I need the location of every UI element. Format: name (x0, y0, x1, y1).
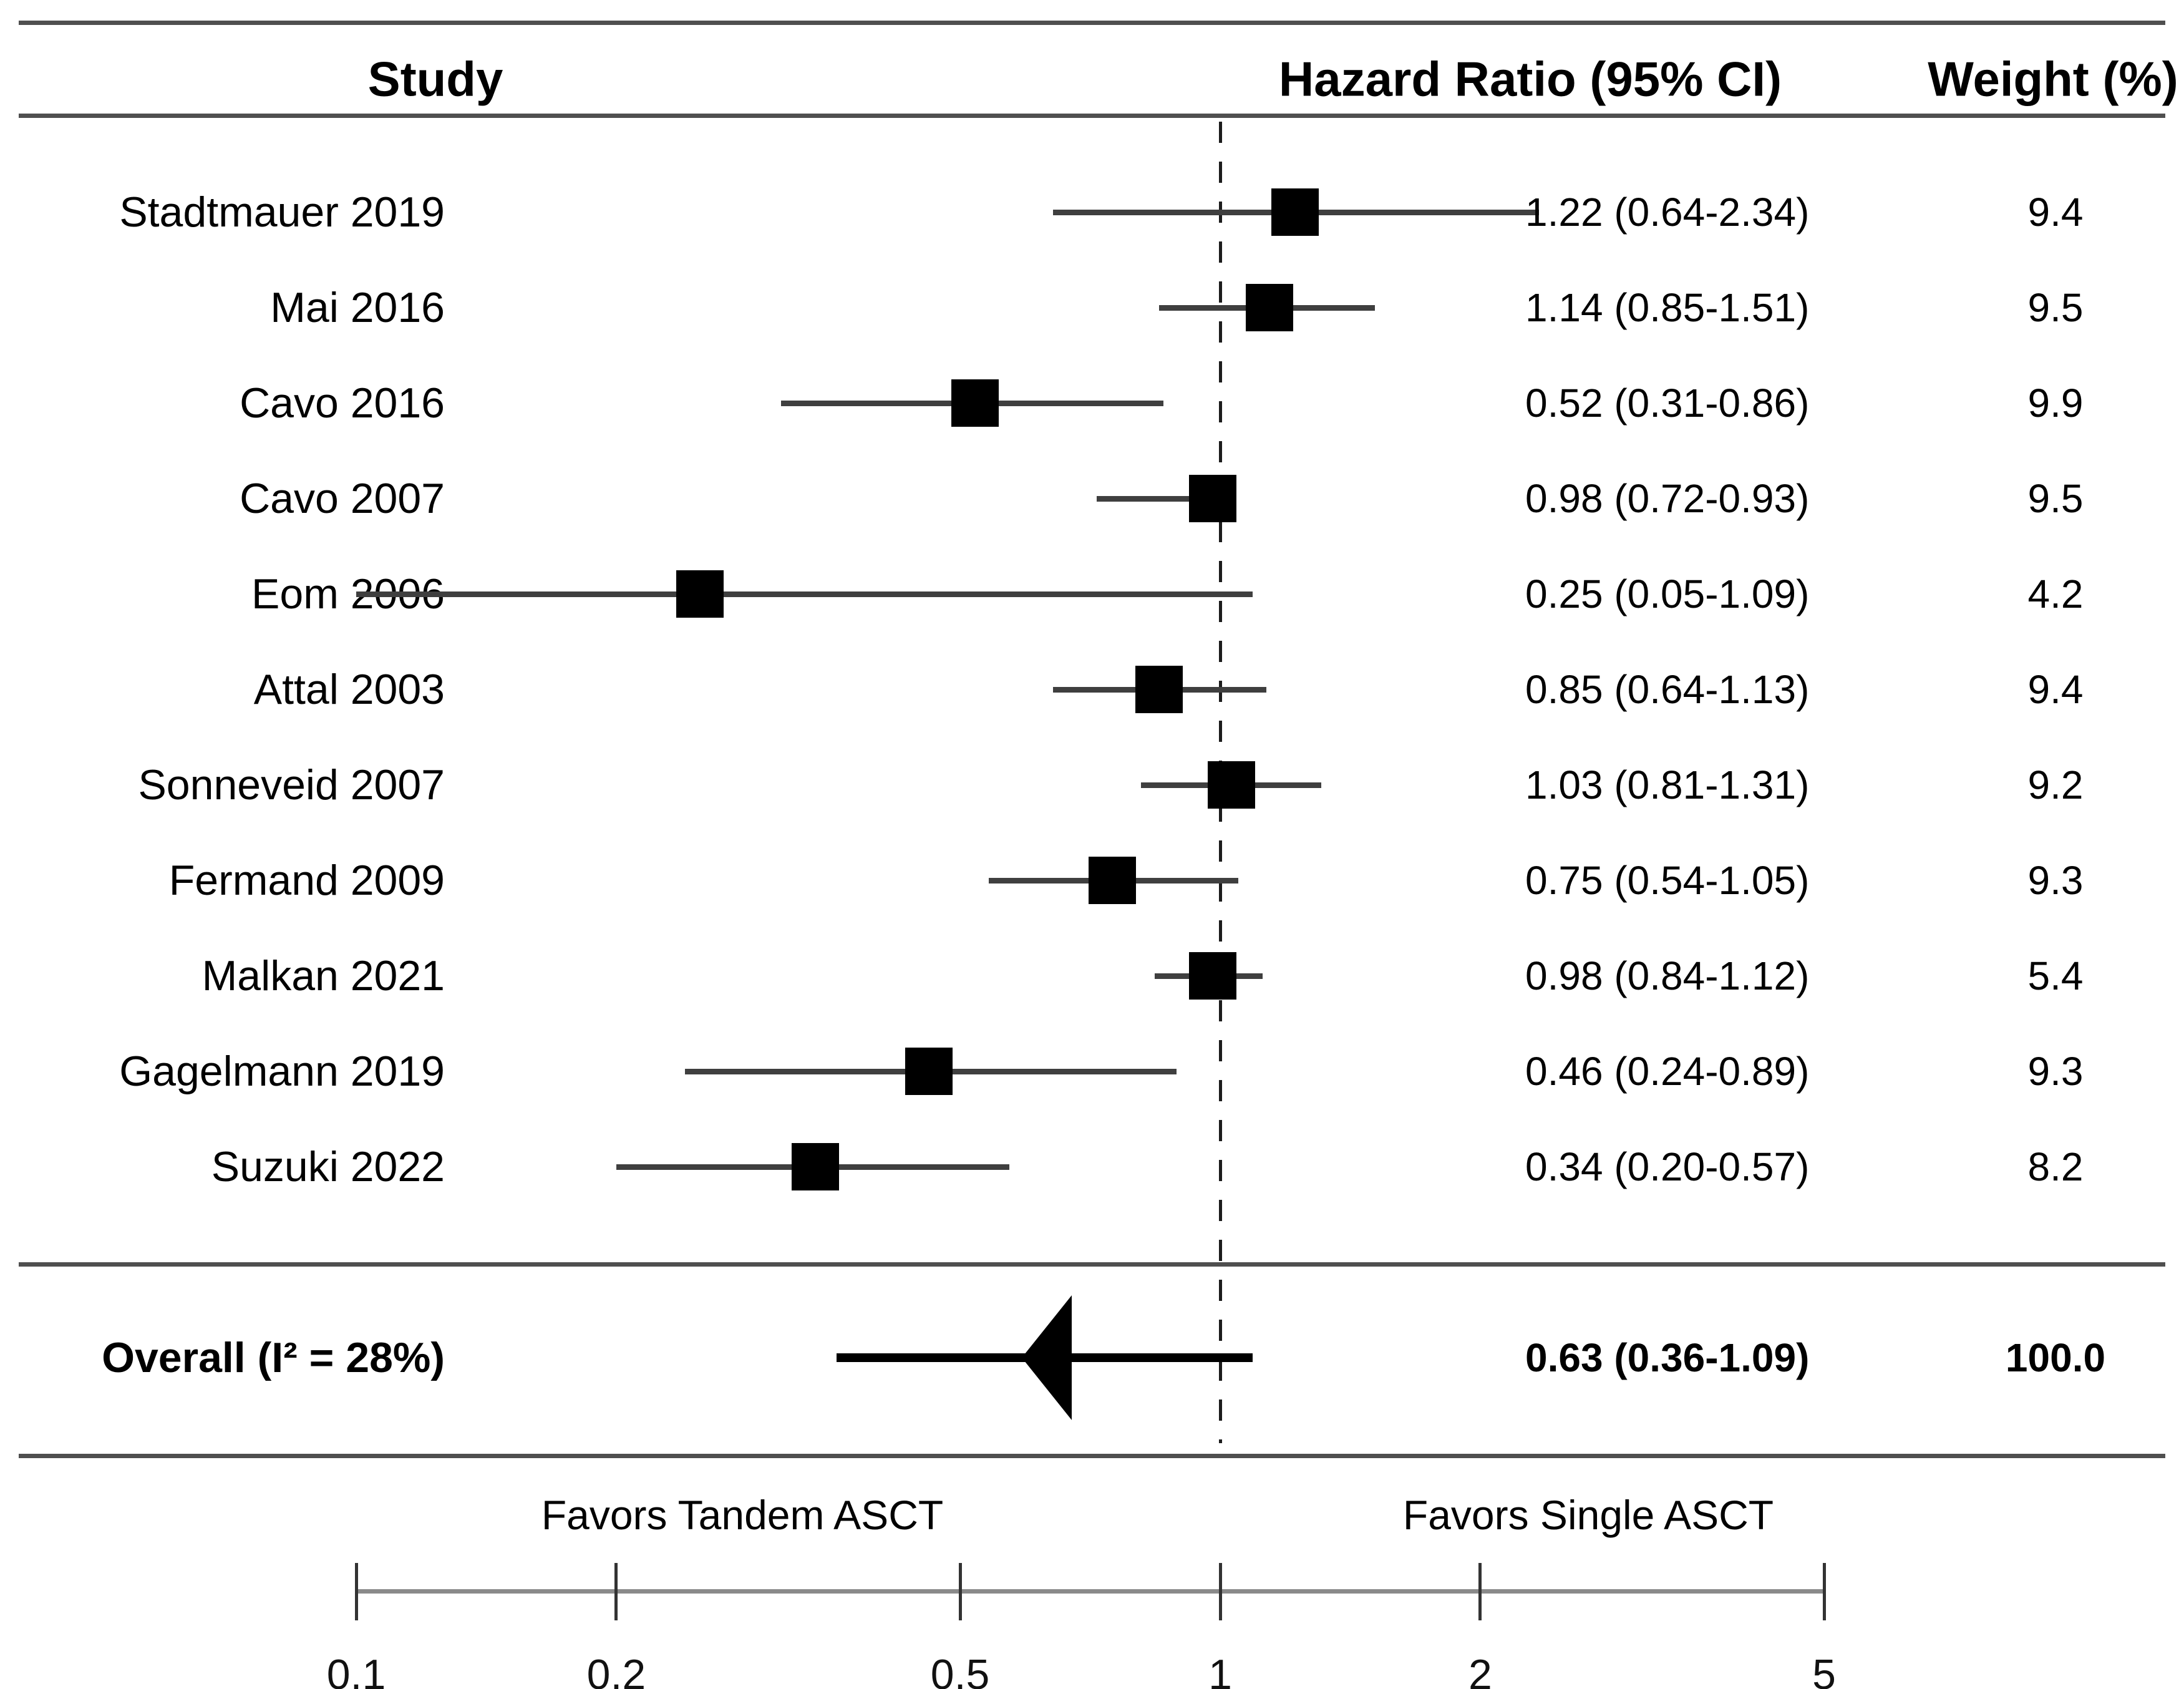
hr-ci-text: 0.85 (0.64-1.13) (1525, 667, 1810, 712)
x-axis-tick-label: 0.2 (586, 1651, 646, 1689)
hr-square-marker (1207, 761, 1255, 809)
study-label: Stadtmauer 2019 (119, 188, 445, 236)
x-axis-tick-label: 1 (1208, 1651, 1232, 1689)
hr-ci-text: 0.75 (0.54-1.05) (1525, 858, 1810, 903)
x-axis-tick-label: 0.5 (930, 1651, 990, 1689)
column-header-weight: Weight (%) (1928, 51, 2178, 107)
x-axis-tick (1218, 1563, 1222, 1620)
overall-pooled-marker (1022, 1295, 1072, 1420)
study-label: Fermand 2009 (168, 857, 445, 904)
favors-right-label: Favors Single ASCT (1402, 1492, 1774, 1538)
study-label: Cavo 2016 (240, 379, 445, 427)
hr-square-marker (1088, 857, 1136, 904)
overall-bottom-rule (19, 1454, 2165, 1458)
x-axis-tick-label: 0.1 (326, 1651, 386, 1689)
weight-text: 9.5 (2027, 476, 2084, 521)
hr-ci-text: 0.34 (0.20-0.57) (1525, 1144, 1810, 1189)
hr-square-marker (1188, 952, 1236, 1000)
hr-square-marker (1245, 284, 1293, 331)
hr-square-marker (951, 379, 999, 427)
ci-line (1097, 495, 1193, 502)
weight-text: 9.3 (2027, 858, 2084, 903)
hr-square-marker (1188, 475, 1236, 522)
hr-ci-text: 0.52 (0.31-0.86) (1525, 381, 1810, 426)
study-label: Mai 2016 (270, 284, 445, 331)
study-label: Malkan 2021 (201, 952, 445, 1000)
hr-ci-text: 0.25 (0.05-1.09) (1525, 572, 1810, 616)
hr-square-marker (676, 570, 724, 618)
hr-ci-text: 0.98 (0.72-0.93) (1525, 476, 1810, 521)
study-label: Suzuki 2022 (211, 1143, 445, 1190)
overall-weight-text: 100.0 (2005, 1335, 2106, 1380)
column-header-study: Study (367, 51, 503, 107)
overall-top-rule (19, 1262, 2165, 1267)
x-axis-tick-label: 5 (1812, 1651, 1836, 1689)
weight-text: 8.2 (2027, 1144, 2084, 1189)
overall-label: Overall (I² = 28%) (102, 1334, 445, 1381)
overall-hr-text: 0.63 (0.36-1.09) (1525, 1335, 1810, 1380)
favors-left-label: Favors Tandem ASCT (541, 1492, 944, 1538)
study-label: Sonneveid 2007 (138, 761, 445, 809)
weight-text: 9.4 (2027, 190, 2084, 235)
hr-square-marker (792, 1143, 840, 1190)
hr-ci-text: 0.46 (0.24-0.89) (1525, 1049, 1810, 1094)
x-axis-tick (354, 1563, 358, 1620)
hr-ci-text: 1.03 (0.81-1.31) (1525, 762, 1810, 807)
hr-ci-text: 1.14 (0.85-1.51) (1525, 285, 1810, 330)
weight-text: 9.5 (2027, 285, 2084, 330)
hr-ci-text: 1.22 (0.64-2.34) (1525, 190, 1810, 235)
x-axis-tick (1478, 1563, 1482, 1620)
study-label: Gagelmann 2019 (119, 1048, 445, 1095)
weight-text: 9.2 (2027, 762, 2084, 807)
study-label: Attal 2003 (253, 666, 445, 713)
column-header-hazard-ratio: Hazard Ratio (95% CI) (1278, 51, 1782, 107)
hr-ci-text: 0.98 (0.84-1.12) (1525, 953, 1810, 998)
x-axis-tick (1822, 1563, 1826, 1620)
weight-text: 9.9 (2027, 381, 2084, 426)
weight-text: 9.3 (2027, 1049, 2084, 1094)
hr-square-marker (1271, 188, 1319, 236)
x-axis-tick (614, 1563, 618, 1620)
ci-line (356, 591, 1253, 597)
header-rule (19, 114, 2165, 118)
hr-square-marker (1135, 666, 1183, 713)
x-axis-tick (958, 1563, 962, 1620)
x-axis-line (356, 1589, 1825, 1594)
weight-text: 4.2 (2027, 572, 2084, 616)
weight-text: 9.4 (2027, 667, 2084, 712)
x-axis-tick-label: 2 (1468, 1651, 1492, 1689)
study-label: Cavo 2007 (240, 475, 445, 522)
weight-text: 5.4 (2027, 953, 2084, 998)
hr-square-marker (905, 1048, 953, 1095)
top-rule (19, 21, 2165, 25)
